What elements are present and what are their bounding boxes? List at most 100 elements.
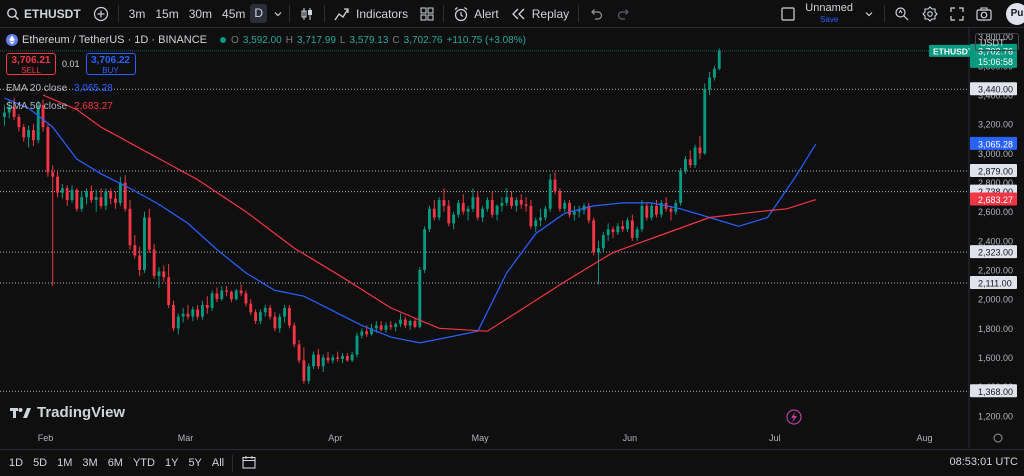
candle-body [196,309,200,317]
candle-body [403,319,407,326]
candle-body [2,112,6,117]
high-label: H [285,34,293,46]
candle-body [234,290,238,300]
level-price-tag[interactable] [970,275,1017,289]
scale-settings-button[interactable] [993,433,1003,443]
candle-body [186,313,190,317]
utc-clock[interactable]: 08:53:01 UTC [949,456,1018,468]
candle-body [645,205,649,218]
candle-body [485,200,489,209]
time-axis[interactable]: Feb Mar Apr May Jun Jul Aug [38,433,933,443]
lightning-badge[interactable] [786,409,802,425]
candle-body [181,313,185,317]
interval-15m[interactable]: 15m [155,6,179,21]
range-5y[interactable]: 5Y [188,457,202,469]
level-price-tag[interactable] [970,245,1017,259]
candle-body [505,197,509,203]
divider [117,5,119,22]
indicator-price-tag [970,192,1017,206]
candle-body [229,291,233,300]
indicators-icon [334,7,349,20]
price-tick-label: 2,600.00 [978,207,1013,217]
range-6m[interactable]: 6M [107,457,123,469]
settings-button[interactable] [916,0,944,27]
candle-body [539,217,542,221]
candle-body [708,77,712,90]
layout-save-control[interactable]: Unnamed Save [775,0,881,27]
candle-body [7,106,11,113]
interval-30m[interactable]: 30m [188,6,213,21]
currency-selector[interactable]: USDT [975,33,1019,51]
trade-buttons: 3,706.21 SELL 0.01 3,706.22 BUY [6,53,136,75]
candle-body [118,182,122,203]
candle-body [703,89,707,154]
quick-search-button[interactable] [888,0,916,27]
goto-date-button[interactable] [236,455,262,472]
level-lines [0,50,969,392]
level-price-tag[interactable] [970,164,1017,178]
chevron-down-icon[interactable] [863,8,875,20]
symbol-title[interactable]: Ethereum / TetherUS · 1D · BINANCE [22,34,208,46]
change-value: +110.75 (+3.08%) [446,34,526,46]
symbol-search[interactable]: ETHUSDT [0,0,87,27]
replay-button[interactable]: Replay [505,0,575,27]
fullscreen-button[interactable] [944,0,970,27]
replay-label: Replay [531,6,570,21]
indicators-button[interactable]: Indicators [328,0,414,27]
candle-body [143,217,146,271]
open-label: O [231,34,239,46]
range-1m[interactable]: 1M [57,457,73,469]
candle-body [355,335,359,355]
chevron-down-icon[interactable] [272,8,284,20]
candle-body [60,188,64,193]
range-all[interactable]: All [211,457,225,469]
last-price-tag[interactable] [970,43,1017,68]
candle-body [360,331,364,336]
interval-3m[interactable]: 3m [128,6,146,21]
range-ytd[interactable]: YTD [132,457,155,469]
tradingview-logo-icon [10,407,31,418]
chart-type-button[interactable] [293,0,321,27]
candle-body [65,188,69,201]
candle-body [456,202,460,215]
compare-symbol-button[interactable] [87,0,115,27]
candle-body [413,321,417,327]
buy-button[interactable]: 3,706.22 BUY [85,53,136,75]
user-avatar[interactable]: Pu [1006,3,1024,25]
calendar-icon [242,455,256,469]
redo-button[interactable] [610,0,638,27]
sell-button[interactable]: 3,706.21 SELL [6,53,56,75]
interval-45m[interactable]: 45m [222,6,246,21]
tradingview-logo[interactable]: TradingView [10,404,125,421]
sell-label: SELL [21,66,41,75]
price-tick-label: 2,200.00 [978,266,1013,276]
candle-body [75,189,79,209]
undo-button[interactable] [582,0,610,27]
alert-button[interactable]: Alert [447,0,505,27]
range-5d[interactable]: 5D [33,457,48,469]
range-1y[interactable]: 1Y [164,457,179,469]
redo-icon [618,8,629,20]
candle-body [437,200,441,218]
level-price-tag[interactable] [970,82,1017,96]
time-axis-label: Mar [178,433,194,443]
candle-body [147,217,151,250]
price-tick-label: 1,800.00 [978,324,1013,334]
candle-body [17,116,21,128]
candle-body [133,245,137,256]
price-scale[interactable]: 3,800.003,600.003,400.003,200.003,000.00… [978,32,1013,421]
range-1d[interactable]: 1D [9,457,24,469]
candle-body [432,208,436,218]
indicator-price-tag [970,136,1017,150]
high-value: 3,717.99 [296,34,336,46]
level-price-tag[interactable] [970,384,1017,398]
price-chart[interactable]: 3,800.003,600.003,400.003,200.003,000.00… [0,28,1024,448]
lightning-icon [786,409,802,425]
interval-1d[interactable]: D [250,4,268,23]
ema-legend[interactable]: EMA 20 close 3,065.28 [6,83,113,94]
indicator-line [42,94,817,332]
range-3m[interactable]: 3M [82,457,98,469]
snapshot-button[interactable] [970,0,998,27]
sma-legend[interactable]: SMA 50 close 2,683.27 [6,101,113,112]
layouts-button[interactable] [414,0,440,27]
